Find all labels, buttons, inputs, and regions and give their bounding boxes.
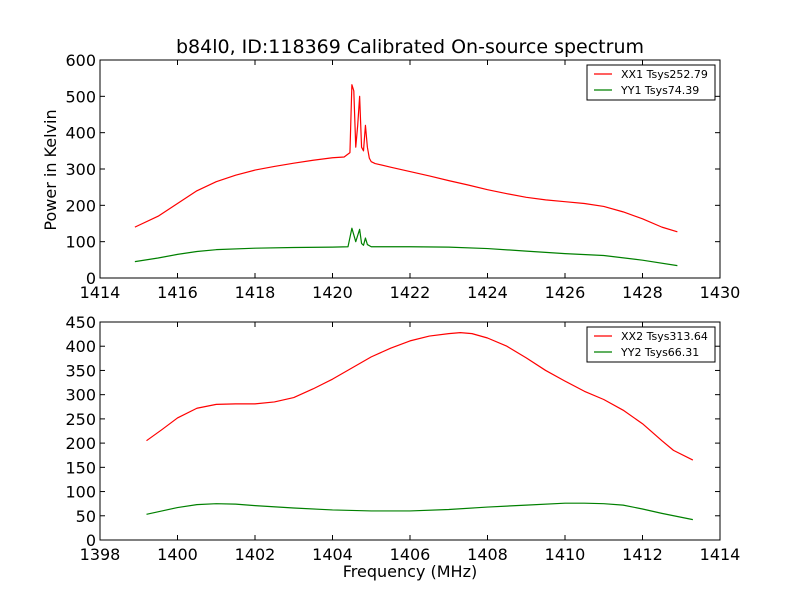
y-tick-label: 600 bbox=[65, 51, 96, 70]
x-tick-label: 1414 bbox=[80, 283, 121, 302]
series-layer bbox=[146, 332, 694, 521]
x-tick-label: 1398 bbox=[80, 545, 121, 564]
x-tick-label: 1426 bbox=[545, 283, 586, 302]
y-tick-label: 350 bbox=[65, 361, 96, 380]
y-tick-label: 300 bbox=[65, 160, 96, 179]
series-line-xx2 bbox=[146, 332, 694, 461]
tick-layer: 1414 1416 1418 1420 1422 1424 1426 1428 1430 0 100… bbox=[65, 51, 740, 302]
tick-layer: 1398 1400 1402 1404 1406 1408 1410 1412 1414 0 50 1… bbox=[65, 313, 740, 564]
legend: XX1 Tsys252.79 YY1 Tsys74.39 bbox=[586, 64, 716, 101]
x-tick-label: 1422 bbox=[390, 283, 431, 302]
y-tick-label: 150 bbox=[65, 458, 96, 477]
series-line-xx1 bbox=[134, 84, 678, 233]
series-line-yy2 bbox=[146, 502, 693, 521]
y-tick-label: 450 bbox=[65, 313, 96, 332]
x-tick-label: 1404 bbox=[312, 545, 353, 564]
legend-box bbox=[586, 64, 716, 101]
y-tick-label: 0 bbox=[86, 269, 96, 288]
y-tick-label: 400 bbox=[65, 124, 96, 143]
legend-label-yy1: YY1 Tsys74.39 bbox=[620, 84, 699, 97]
legend-label-xx2: XX2 Tsys313.64 bbox=[621, 330, 708, 343]
x-tick-label: 1402 bbox=[235, 545, 276, 564]
legend-box bbox=[586, 326, 716, 363]
y-tick-label: 100 bbox=[65, 483, 96, 502]
x-tick-label: 1428 bbox=[622, 283, 663, 302]
x-tick-label: 1424 bbox=[467, 283, 508, 302]
x-tick-label: 1414 bbox=[700, 545, 741, 564]
y-tick-label: 200 bbox=[65, 196, 96, 215]
y-tick-label: 250 bbox=[65, 410, 96, 429]
x-tick-label: 1406 bbox=[390, 545, 431, 564]
legend: XX2 Tsys313.64 YY2 Tsys66.31 bbox=[586, 326, 716, 363]
y-tick-label: 200 bbox=[65, 434, 96, 453]
y-tick-label: 300 bbox=[65, 386, 96, 405]
y-tick-label: 0 bbox=[86, 531, 96, 550]
x-tick-label: 1408 bbox=[467, 545, 508, 564]
bottom-chart: Frequency (MHz) 1398 1400 1402 1404 1406 1408… bbox=[65, 313, 740, 581]
x-tick-label: 1420 bbox=[312, 283, 353, 302]
x-tick-label: 1412 bbox=[622, 545, 663, 564]
y-tick-label: 100 bbox=[65, 233, 96, 252]
y-tick-label: 50 bbox=[76, 507, 96, 526]
x-tick-label: 1416 bbox=[157, 283, 198, 302]
x-tick-label: 1400 bbox=[157, 545, 198, 564]
y-axis-label: Power in Kelvin bbox=[41, 109, 60, 230]
legend-label-xx1: XX1 Tsys252.79 bbox=[621, 68, 708, 81]
y-tick-label: 500 bbox=[65, 87, 96, 106]
top-chart: b84l0, ID:118369 Calibrated On-source sp… bbox=[41, 36, 740, 302]
x-axis-label: Frequency (MHz) bbox=[343, 562, 477, 581]
y-tick-label: 400 bbox=[65, 337, 96, 356]
series-layer bbox=[134, 84, 678, 267]
legend-label-yy2: YY2 Tsys66.31 bbox=[620, 346, 699, 359]
x-tick-label: 1418 bbox=[235, 283, 276, 302]
series-line-yy1 bbox=[134, 227, 678, 267]
x-tick-label: 1410 bbox=[545, 545, 586, 564]
chart-title: b84l0, ID:118369 Calibrated On-source sp… bbox=[176, 36, 644, 58]
x-tick-label: 1430 bbox=[700, 283, 741, 302]
